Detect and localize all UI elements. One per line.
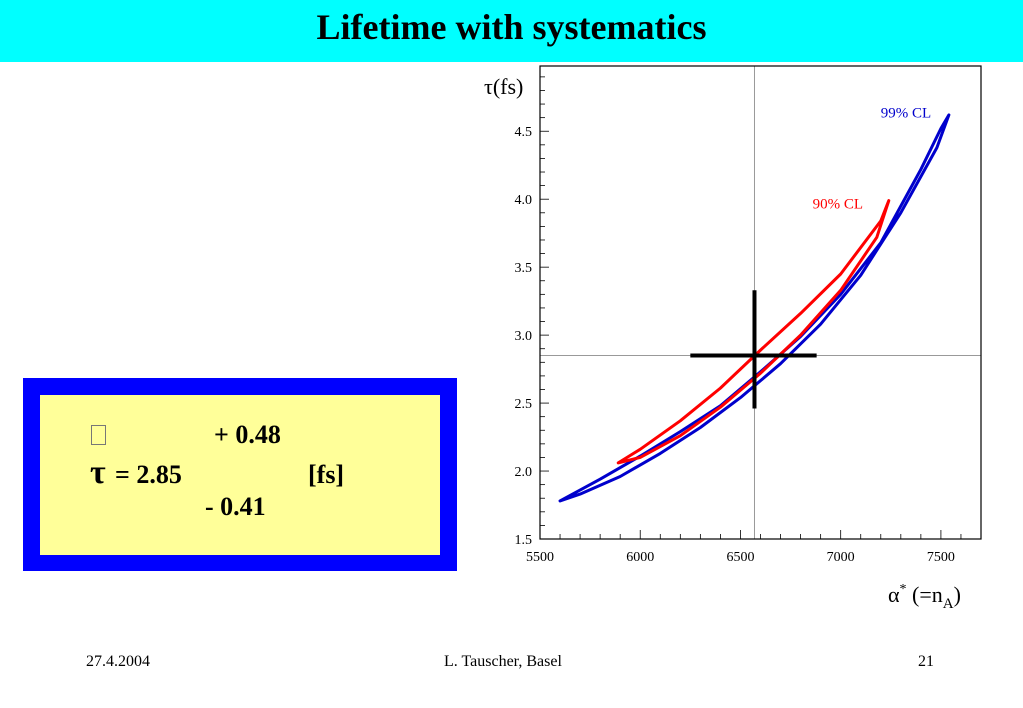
plot-frame [539, 65, 982, 540]
upper-uncertainty: + 0.48 [214, 420, 281, 449]
lifetime-value: = 2.85 [115, 460, 182, 489]
y-tick-label: 3.5 [515, 261, 533, 276]
result-box: + 0.48 τ = 2.85 [fs] - 0.41 [40, 395, 440, 555]
unit-label: [fs] [308, 460, 345, 489]
contour-99cl [558, 113, 951, 503]
y-tick-label: 4.0 [515, 193, 533, 208]
x-tick-label: 6000 [626, 550, 654, 565]
footer-page: 21 [918, 653, 934, 670]
lower-uncertainty: - 0.41 [205, 492, 266, 521]
x-tick-label: 7500 [927, 550, 955, 565]
y-tick-label: 3.0 [515, 329, 533, 344]
x-axis-label: α* (=nA) [888, 582, 961, 612]
y-tick-label: 4.5 [515, 125, 533, 140]
contour-chart: 1.5 2.0 2.5 3.0 3.5 4.0 4.5 5500 6000 6500 7000 75… [484, 65, 982, 612]
y-axis-label: τ(fs) [484, 74, 523, 99]
tau-symbol: τ [90, 454, 106, 491]
slide-title: Lifetime with systematics [316, 7, 707, 47]
y-tick-label: 2.5 [515, 397, 533, 412]
cl-annotation: 99% CL [881, 106, 931, 122]
result-frame: + 0.48 τ = 2.85 [fs] - 0.41 [23, 378, 457, 571]
y-tick-label: 1.5 [515, 533, 533, 548]
cl-annotation: 90% CL [813, 197, 863, 213]
x-tick-label: 7000 [827, 550, 855, 565]
footer-date: 27.4.2004 [86, 653, 150, 670]
y-tick-label: 2.0 [515, 465, 533, 480]
x-tick-label: 5500 [526, 550, 554, 565]
title-bar [0, 0, 1023, 62]
missing-glyph-icon [91, 425, 106, 445]
contour-90cl [616, 199, 891, 465]
footer-author: L. Tauscher, Basel [444, 653, 562, 670]
x-tick-label: 6500 [726, 550, 754, 565]
